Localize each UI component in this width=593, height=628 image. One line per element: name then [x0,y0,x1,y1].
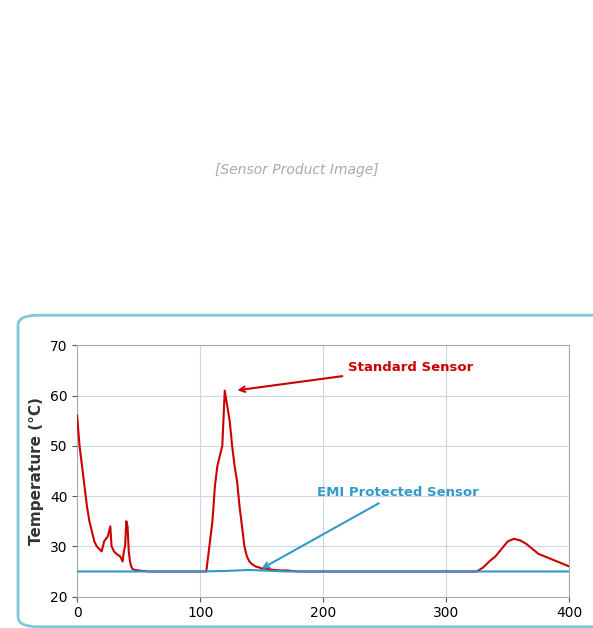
Text: EMI Protected Sensor: EMI Protected Sensor [264,486,479,568]
Text: [Sensor Product Image]: [Sensor Product Image] [215,163,378,176]
Text: Standard Sensor: Standard Sensor [240,360,473,392]
Y-axis label: Temperature (°C): Temperature (°C) [29,397,44,545]
X-axis label: Frequency MHz: Frequency MHz [251,626,395,628]
